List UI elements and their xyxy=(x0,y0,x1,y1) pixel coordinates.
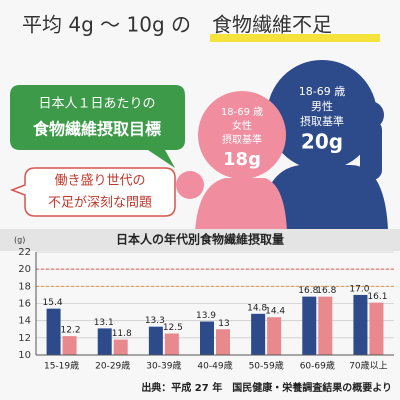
value-label: 17.0 xyxy=(349,284,369,294)
source: 出典：平成 27 年 国民健康・栄養調査結果の概要より xyxy=(141,381,392,394)
x-tick-label: 30-39歳 xyxy=(146,360,181,372)
bar xyxy=(267,317,282,355)
value-label: 16.1 xyxy=(367,292,387,302)
male-text: 摂取基準 xyxy=(300,114,344,128)
bar xyxy=(200,321,214,355)
female-amount: 18g xyxy=(223,149,261,170)
female-head xyxy=(198,91,286,179)
y-tick-label: 10 xyxy=(18,350,31,361)
male-text: 18-69 歳 xyxy=(299,85,345,98)
bar xyxy=(251,313,266,355)
x-tick-label: 50-59歳 xyxy=(249,360,284,372)
value-label: 13.9 xyxy=(196,311,216,321)
bar xyxy=(46,308,61,355)
x-tick-label: 60-69歳 xyxy=(300,360,335,372)
bar xyxy=(216,329,230,355)
bar xyxy=(318,296,333,355)
chart-title: 日本人の年代別食物繊維摂取量 xyxy=(116,232,284,247)
female-text: 18-69 歳 xyxy=(221,106,263,118)
value-label: 14.4 xyxy=(265,307,285,317)
male-body xyxy=(260,165,388,230)
value-label: 13.1 xyxy=(94,318,114,328)
problem-text: 働き盛り世代の xyxy=(54,174,145,189)
bar xyxy=(97,328,112,355)
bubble-text: 食物繊維摂取目標 xyxy=(32,120,161,139)
value-label: 13.3 xyxy=(145,316,165,326)
male-amount: 20g xyxy=(301,130,343,154)
target-bubble xyxy=(10,85,185,168)
title: 平均 4g 〜 10g の xyxy=(22,13,191,37)
value-label: 12.2 xyxy=(61,326,81,336)
value-label: 11.8 xyxy=(112,329,132,339)
y-tick-label: 14 xyxy=(18,316,31,327)
bar xyxy=(302,296,317,355)
bar xyxy=(164,333,179,355)
female-fist xyxy=(176,171,204,199)
bar xyxy=(353,294,368,355)
y-tick-label: 18 xyxy=(18,281,31,292)
y-tick-label: 22 xyxy=(18,247,31,258)
x-tick-label: 70歳以上 xyxy=(349,360,387,372)
male-text: 男性 xyxy=(311,99,333,113)
female-body xyxy=(195,178,287,232)
value-label: 15.4 xyxy=(43,298,63,308)
female-text: 摂取基準 xyxy=(222,133,262,146)
highlight xyxy=(210,34,380,42)
bar xyxy=(113,339,128,355)
male-head xyxy=(267,60,377,170)
y-tick-label: 20 xyxy=(18,264,31,275)
problem-text: 不足が深刻な問題 xyxy=(48,196,152,211)
problem-bubble xyxy=(9,167,176,217)
bubble-text: 日本人１日あたりの xyxy=(38,97,155,112)
y-tick-label: 12 xyxy=(18,333,31,344)
bar xyxy=(148,326,163,355)
bar xyxy=(369,302,384,355)
bar xyxy=(62,336,77,355)
value-label: 16.8 xyxy=(316,286,336,296)
title-highlight: 食物繊維不足 xyxy=(212,13,332,37)
x-tick-label: 20-29歳 xyxy=(95,360,130,372)
value-label: 12.5 xyxy=(163,323,183,333)
y-tick-label: 16 xyxy=(18,299,31,310)
value-label: 13 xyxy=(218,319,229,329)
value-label: 16.8 xyxy=(298,286,318,296)
value-label: 14.8 xyxy=(247,303,267,313)
x-tick-label: 15-19歳 xyxy=(44,360,79,372)
x-tick-label: 40-49歳 xyxy=(197,360,232,372)
female-text: 女性 xyxy=(232,119,252,132)
y-label: (g) xyxy=(14,236,25,245)
chart-title-band xyxy=(0,229,400,251)
